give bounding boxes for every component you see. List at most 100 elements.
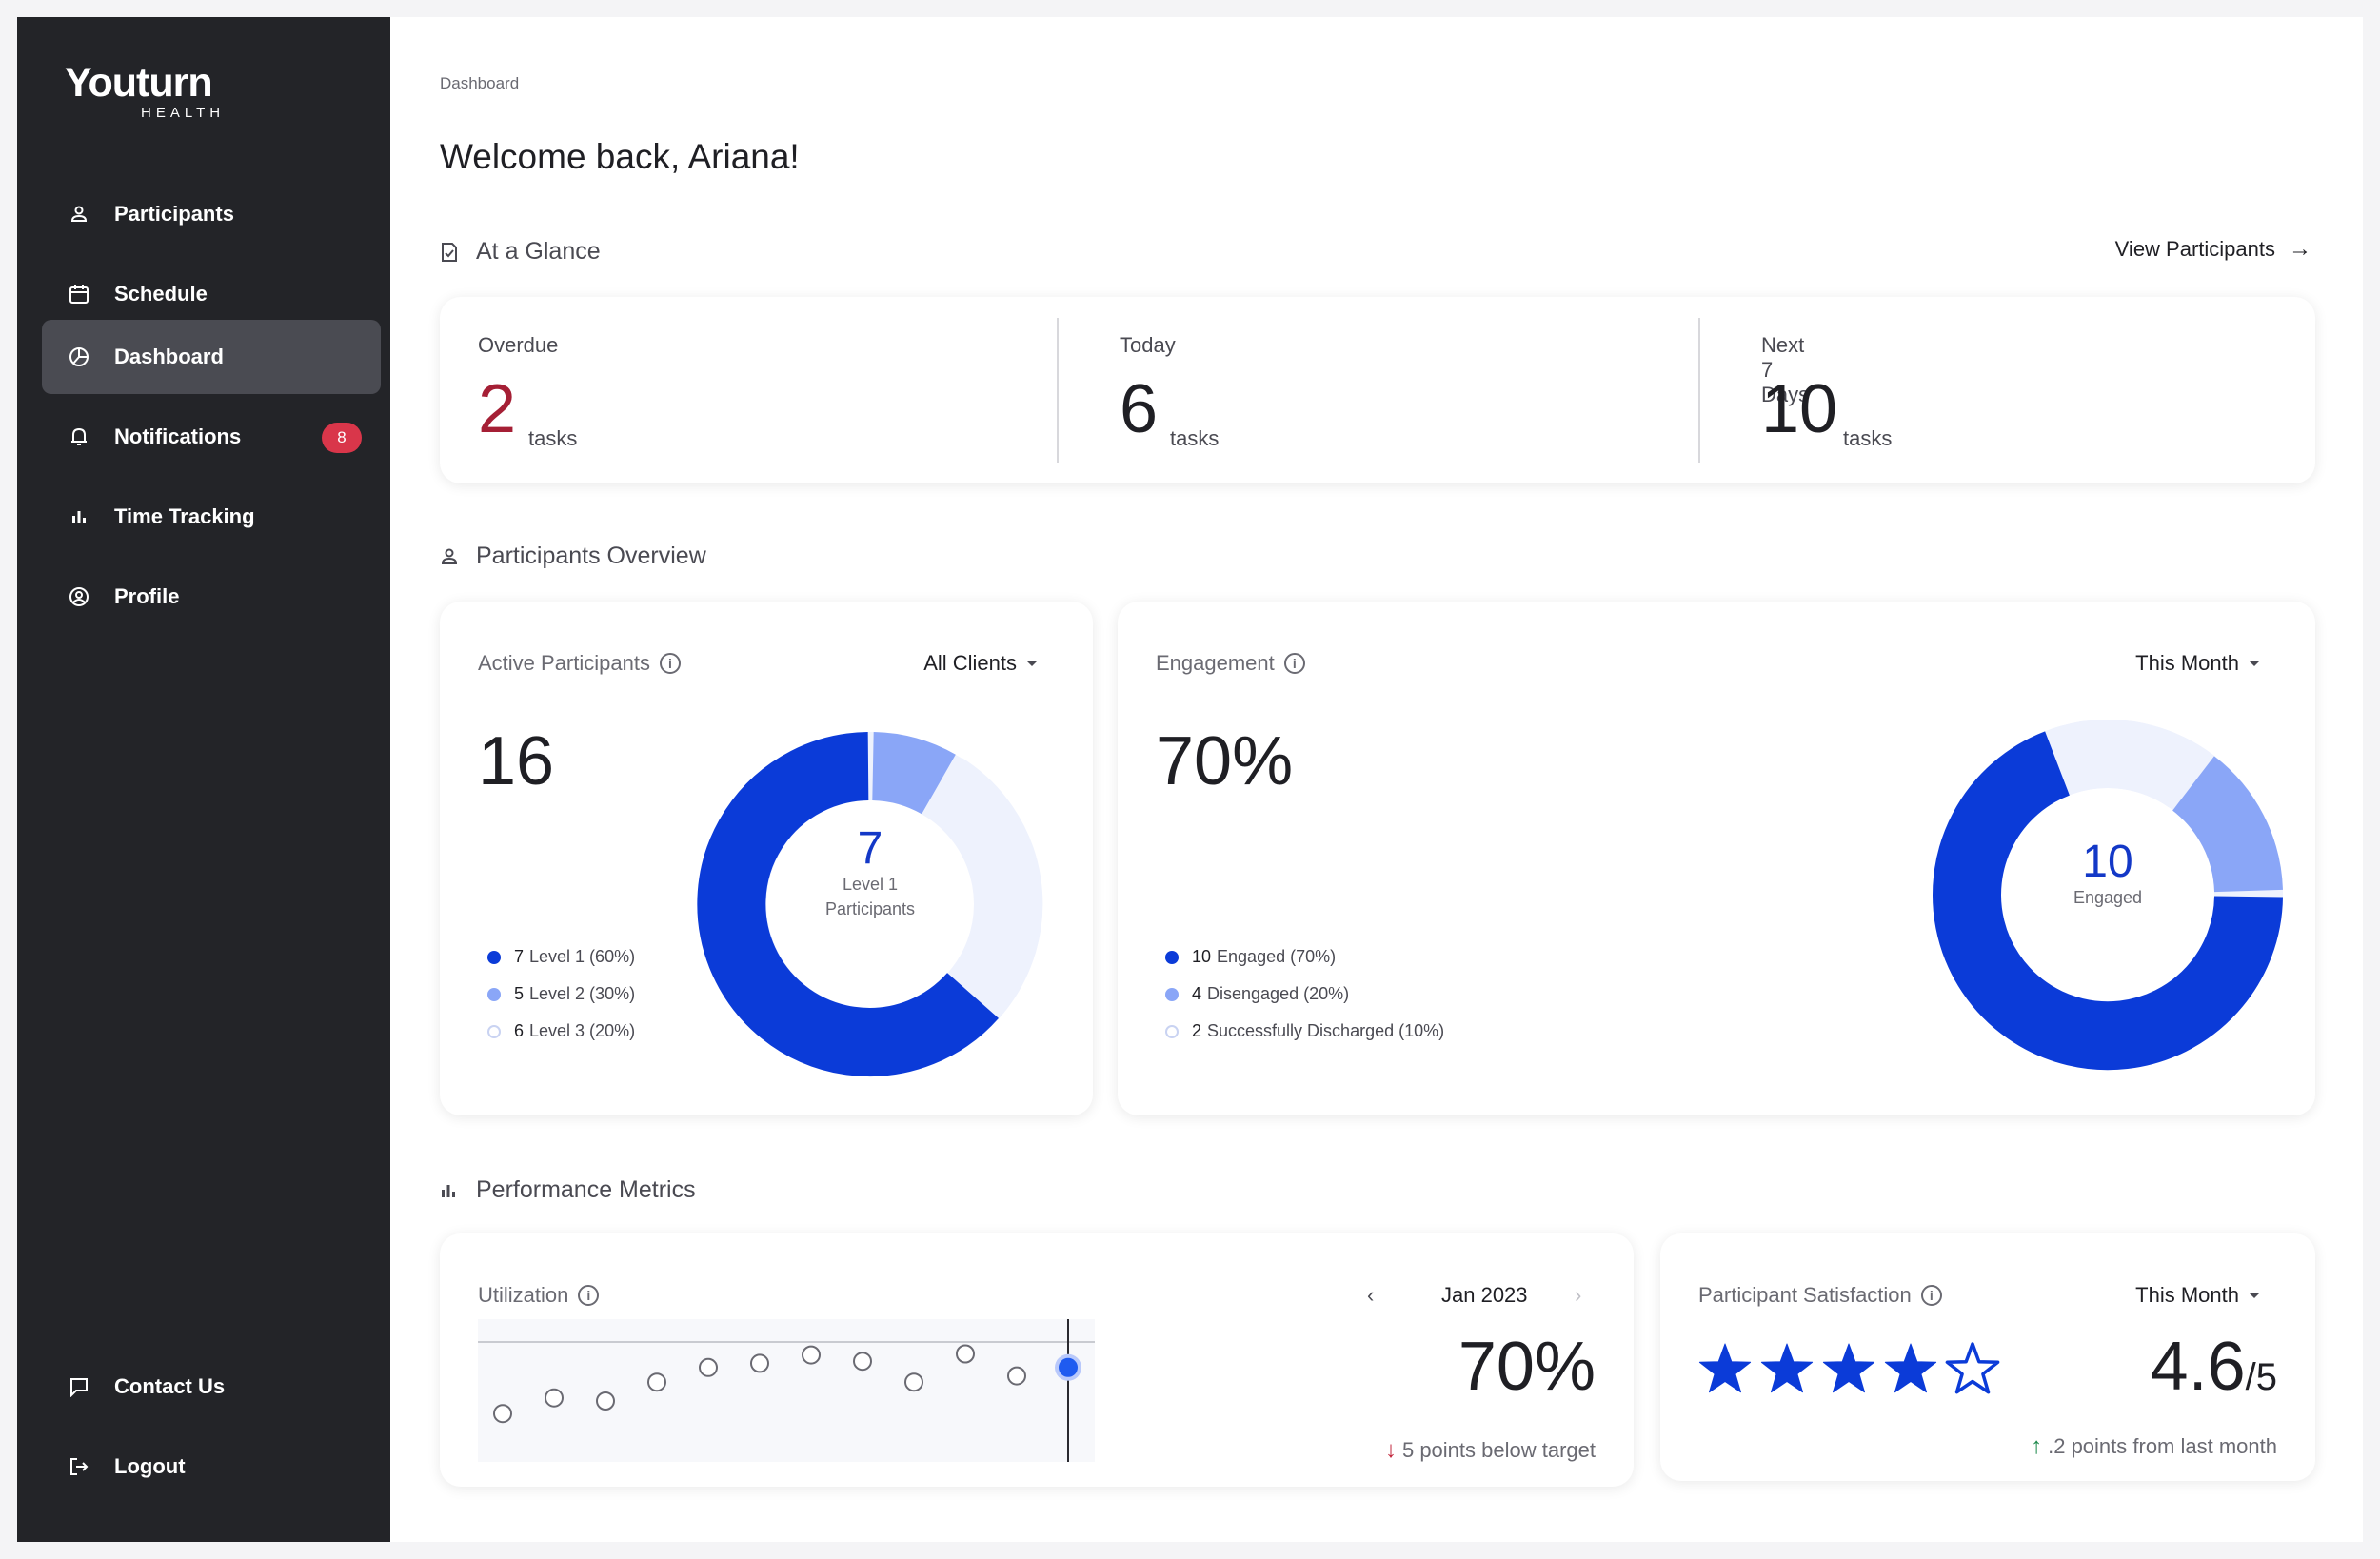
sidebar-item-label: Dashboard — [114, 345, 224, 368]
glance-unit: tasks — [1170, 426, 1220, 450]
active-participants-donut[interactable] — [689, 723, 1051, 1085]
engagement-donut[interactable] — [1917, 704, 2298, 1085]
data-point[interactable] — [853, 1352, 872, 1372]
sidebar-item-notifications[interactable]: Notifications 8 — [42, 400, 381, 474]
glance-value: 10 — [1761, 371, 1838, 447]
section-heading-participants-overview: Participants Overview — [440, 543, 706, 570]
bar-chart-icon — [440, 1180, 461, 1201]
card-title: Engagement i — [1156, 651, 1305, 676]
card-title-label: Utilization — [478, 1283, 569, 1307]
legend-item: 10 Engaged (70%) — [1165, 938, 1444, 976]
donut-segment-discharged[interactable] — [2051, 720, 2209, 809]
sidebar-item-participants[interactable]: Participants — [42, 177, 381, 251]
score-value: 4.6 — [2150, 1329, 2246, 1405]
data-point[interactable] — [545, 1388, 564, 1408]
bar-chart-icon — [65, 503, 93, 531]
glance-label: Overdue — [478, 333, 559, 357]
active-participants-total: 16 — [478, 723, 555, 799]
data-point[interactable] — [647, 1372, 666, 1392]
legend-swatch — [487, 950, 501, 964]
arrow-down-icon: ↓ — [1384, 1437, 1397, 1463]
glance-unit: tasks — [528, 426, 578, 450]
data-point[interactable] — [904, 1372, 923, 1392]
chevron-left-icon[interactable]: ‹ — [1367, 1283, 1375, 1307]
engagement-period-dropdown[interactable]: This Month — [2135, 651, 2260, 676]
section-heading-label: At a Glance — [476, 238, 601, 265]
legend-item: 7 Level 1 (60%) — [487, 938, 635, 976]
data-point[interactable] — [1059, 1357, 1078, 1377]
utilization-scatter-chart[interactable] — [478, 1319, 1095, 1462]
participant-satisfaction-card: Participant Satisfaction i This Month 4.… — [1660, 1233, 2315, 1481]
data-point[interactable] — [750, 1353, 769, 1373]
card-title-label: Participant Satisfaction — [1698, 1283, 1912, 1307]
brand-sub: HEALTH — [141, 105, 226, 121]
utilization-delta: ↓ 5 points below target — [1385, 1437, 1596, 1464]
data-point[interactable] — [956, 1344, 975, 1364]
info-icon[interactable]: i — [659, 653, 681, 674]
brand-logo[interactable]: Youturn HEALTH — [65, 60, 220, 122]
legend-value: 6 — [514, 1021, 525, 1040]
person-icon — [65, 200, 93, 228]
at-a-glance-card: Overdue 2 tasks Today 6 tasks Next 7 Day… — [440, 297, 2315, 483]
star-rating — [1698, 1342, 2000, 1394]
donut-segment-engaged[interactable] — [1933, 731, 2283, 1071]
donut-segment-level-2[interactable] — [871, 732, 956, 815]
client-filter-dropdown[interactable]: All Clients — [923, 651, 1038, 676]
data-point[interactable] — [1007, 1366, 1026, 1386]
sidebar-item-label: Logout — [114, 1454, 186, 1478]
data-point[interactable] — [596, 1391, 615, 1411]
chevron-right-icon[interactable]: › — [1575, 1283, 1582, 1307]
legend-swatch — [487, 1024, 501, 1038]
score-out-of: /5 — [2245, 1356, 2277, 1398]
donut-center-text: Participants — [824, 899, 916, 918]
legend-item: 2 Successfully Discharged (10%) — [1165, 1013, 1444, 1050]
view-participants-link[interactable]: View Participants → — [2115, 236, 2311, 263]
engagement-card: Engagement i This Month 70% 10 Engaged (… — [1118, 602, 2315, 1115]
caret-down-icon — [2249, 661, 2260, 666]
donut-segment-level-3[interactable] — [924, 758, 1043, 1014]
info-icon[interactable]: i — [1283, 653, 1305, 674]
sidebar-item-label: Time Tracking — [114, 504, 255, 528]
sidebar-item-profile[interactable]: Profile — [42, 560, 381, 634]
sidebar-item-dashboard[interactable]: Dashboard — [42, 320, 381, 394]
data-point[interactable] — [699, 1357, 718, 1377]
donut-segment-disengaged[interactable] — [2172, 756, 2283, 894]
sidebar-item-time-tracking[interactable]: Time Tracking — [42, 480, 381, 554]
legend-label: Successfully Discharged (10%) — [1207, 1021, 1445, 1040]
sidebar-item-logout[interactable]: Logout — [42, 1430, 381, 1504]
legend-value: 4 — [1192, 984, 1202, 1003]
sidebar-item-schedule[interactable]: Schedule — [42, 257, 381, 331]
utilization-card: Utilization i ‹ Jan 2023 › 70% ↓ 5 point… — [440, 1233, 1634, 1487]
legend-swatch — [487, 987, 501, 1001]
main-content: Dashboard Welcome back, Ariana! At a Gla… — [390, 17, 2363, 1542]
legend-value: 10 — [1192, 947, 1212, 966]
sidebar-item-contact-us[interactable]: Contact Us — [42, 1350, 381, 1424]
card-title-label: Engagement — [1156, 651, 1275, 675]
donut-center-value: 10 — [2082, 837, 2133, 887]
page-title: Welcome back, Ariana! — [440, 137, 800, 176]
sidebar: Youturn HEALTH Participants Schedule Das… — [17, 17, 390, 1542]
donut-center-label: 7 Level 1 Participants — [803, 826, 937, 921]
arrow-right-icon: → — [2289, 236, 2311, 262]
active-participants-card: Active Participants i All Clients 16 7 L… — [440, 602, 1093, 1115]
data-point[interactable] — [493, 1404, 512, 1424]
info-icon[interactable]: i — [578, 1285, 600, 1306]
section-heading-label: Performance Metrics — [476, 1176, 696, 1203]
star-empty-icon — [1945, 1342, 2000, 1394]
data-point[interactable] — [802, 1345, 821, 1365]
dropdown-value: All Clients — [923, 651, 1017, 675]
star-filled-icon — [1822, 1343, 1875, 1393]
donut-center-value: 7 — [857, 823, 883, 874]
legend-value: 5 — [514, 984, 525, 1003]
divider — [1057, 318, 1059, 463]
view-participants-label: View Participants — [2114, 237, 2275, 261]
glance-value: 6 — [1120, 371, 1159, 447]
satisfaction-period-dropdown[interactable]: This Month — [2135, 1283, 2260, 1308]
breadcrumb[interactable]: Dashboard — [440, 74, 520, 92]
legend-swatch — [1165, 987, 1179, 1001]
brand-name: Youturn — [65, 60, 213, 106]
star-filled-icon — [1884, 1343, 1937, 1393]
sidebar-item-label: Profile — [114, 584, 180, 608]
donut-segment-level-1[interactable] — [697, 732, 999, 1076]
info-icon[interactable]: i — [1920, 1285, 1942, 1306]
